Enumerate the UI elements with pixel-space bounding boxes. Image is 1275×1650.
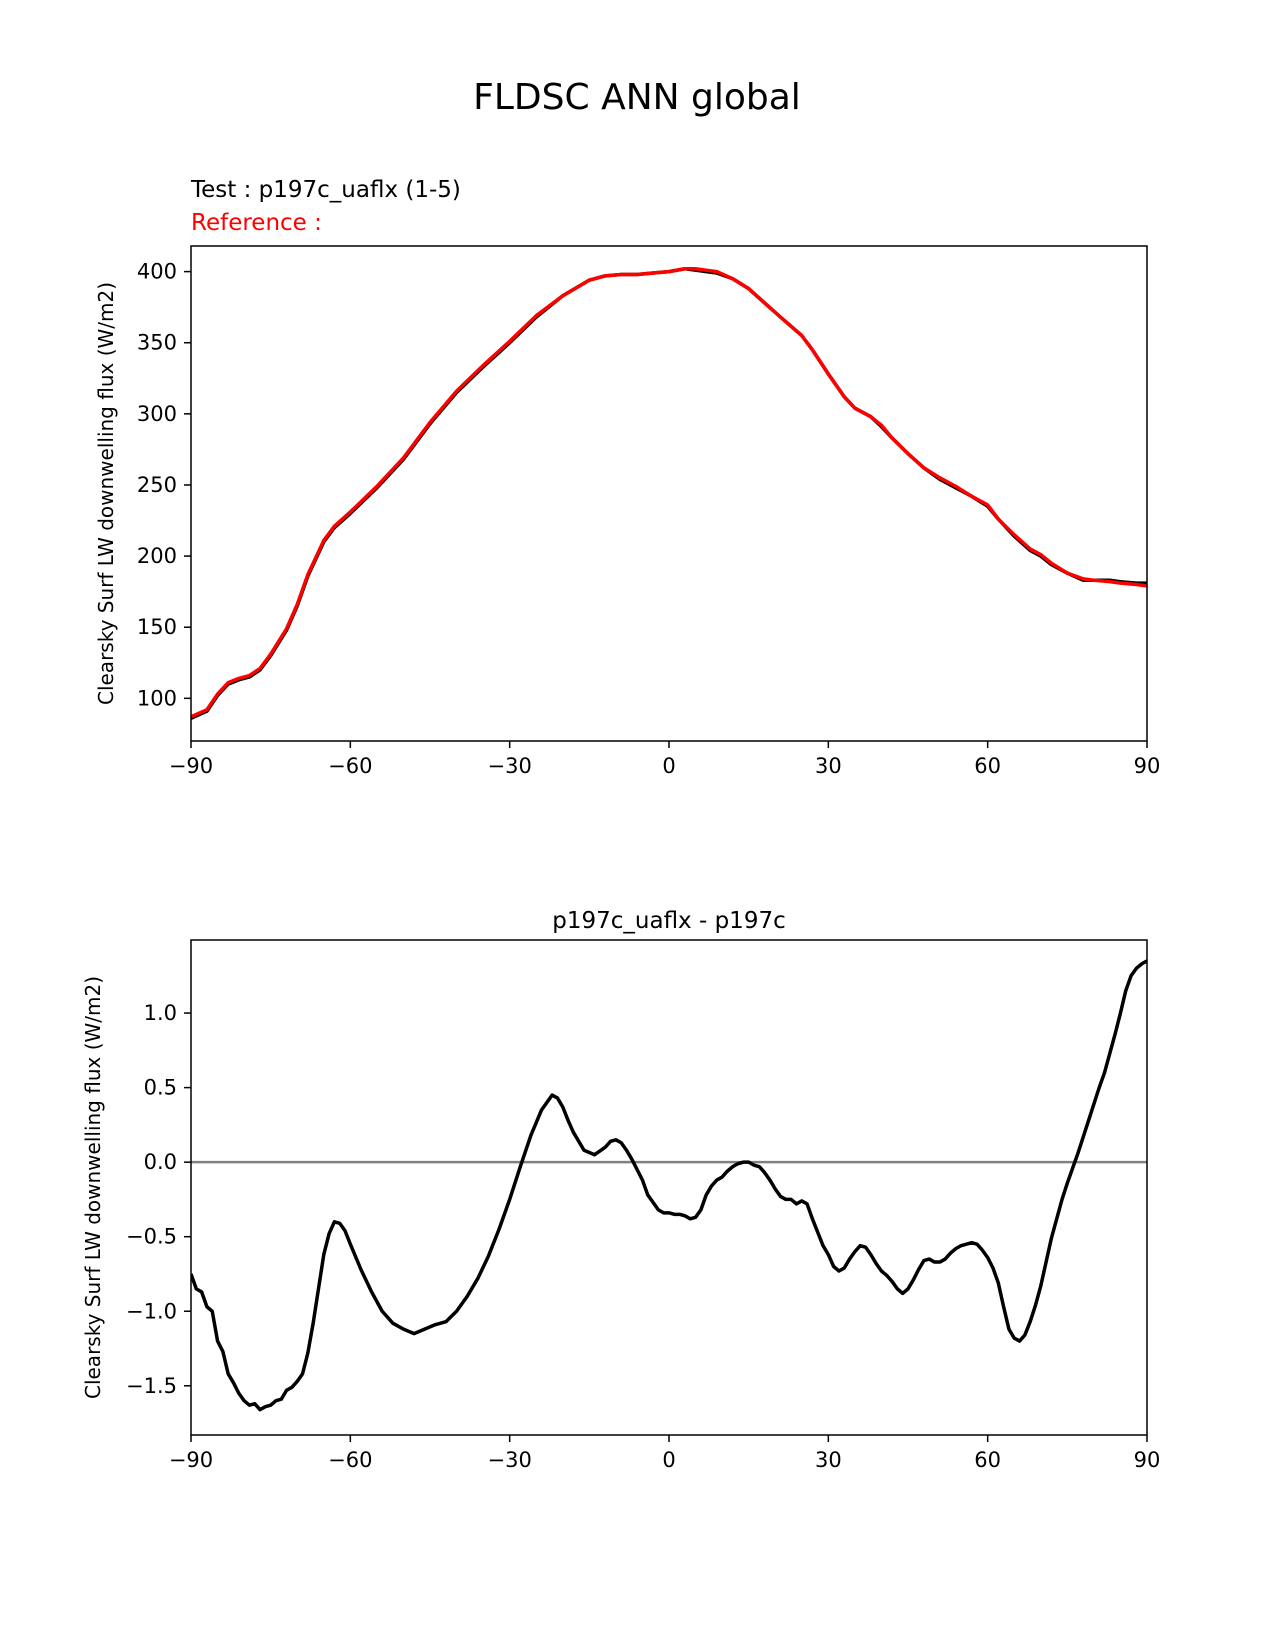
bottom-x-tick-label: −30 bbox=[488, 1448, 532, 1472]
top-x-tick-label: 30 bbox=[815, 754, 842, 778]
bottom-x-tick-label: 0 bbox=[662, 1448, 675, 1472]
bottom-panel: −90 −60 −30 0 30 60 90 −1.5 −1.0 −0.5 0.0 0.5 1.0 Cle… bbox=[81, 908, 1160, 1472]
bottom-y-tick-label: 0.0 bbox=[144, 1150, 177, 1174]
top-y-tick-label: 400 bbox=[137, 260, 177, 284]
top-y-axis-label: Clearsky Surf LW downwelling flux (W/m2) bbox=[94, 282, 118, 705]
bottom-panel-title: p197c_uaflx - p197c bbox=[552, 908, 785, 934]
bottom-x-tick-label: −90 bbox=[169, 1448, 213, 1472]
top-panel: −90 −60 −30 0 30 60 90 100 150 200 250 300 350 400 Cle… bbox=[94, 245, 1161, 778]
reference-label: Reference : bbox=[191, 210, 322, 236]
bottom-y-tick-label: −1.0 bbox=[126, 1299, 177, 1323]
bottom-x-tick-label: 90 bbox=[1134, 1448, 1161, 1472]
top-x-tick-label: −30 bbox=[488, 754, 532, 778]
top-x-tick-label: −90 bbox=[169, 754, 213, 778]
bottom-y-tick-label: 1.0 bbox=[144, 1001, 177, 1025]
bottom-y-tick-label: −1.5 bbox=[126, 1374, 177, 1398]
top-x-tick-label: 0 bbox=[662, 754, 675, 778]
top-series-reference-line bbox=[191, 267, 1147, 719]
bottom-y-axis-label: Clearsky Surf LW downwelling flux (W/m2) bbox=[81, 976, 105, 1399]
test-label: Test : p197c_uaflx (1-5) bbox=[190, 177, 461, 203]
top-x-tick-label: 90 bbox=[1134, 754, 1161, 778]
bottom-x-tick-label: 60 bbox=[974, 1448, 1001, 1472]
figure-title: FLDSC ANN global bbox=[473, 77, 801, 118]
top-y-tick-label: 250 bbox=[137, 473, 177, 497]
bottom-series-difference-line bbox=[191, 959, 1147, 1412]
top-plot-frame bbox=[190, 245, 1148, 742]
top-y-tick-label: 350 bbox=[137, 331, 177, 355]
top-y-tick-label: 150 bbox=[137, 615, 177, 639]
bottom-y-tick-label: 0.5 bbox=[144, 1076, 177, 1100]
top-x-tick-label: 60 bbox=[974, 754, 1001, 778]
bottom-x-tick-label: −60 bbox=[328, 1448, 372, 1472]
top-y-tick-label: 200 bbox=[137, 544, 177, 568]
bottom-y-tick-label: −0.5 bbox=[126, 1225, 177, 1249]
bottom-plot-frame bbox=[190, 939, 1148, 1436]
top-y-tick-label: 100 bbox=[137, 686, 177, 710]
top-series-test-line bbox=[191, 267, 1147, 720]
top-x-tick-label: −60 bbox=[328, 754, 372, 778]
bottom-x-tick-label: 30 bbox=[815, 1448, 842, 1472]
top-y-tick-label: 300 bbox=[137, 402, 177, 426]
